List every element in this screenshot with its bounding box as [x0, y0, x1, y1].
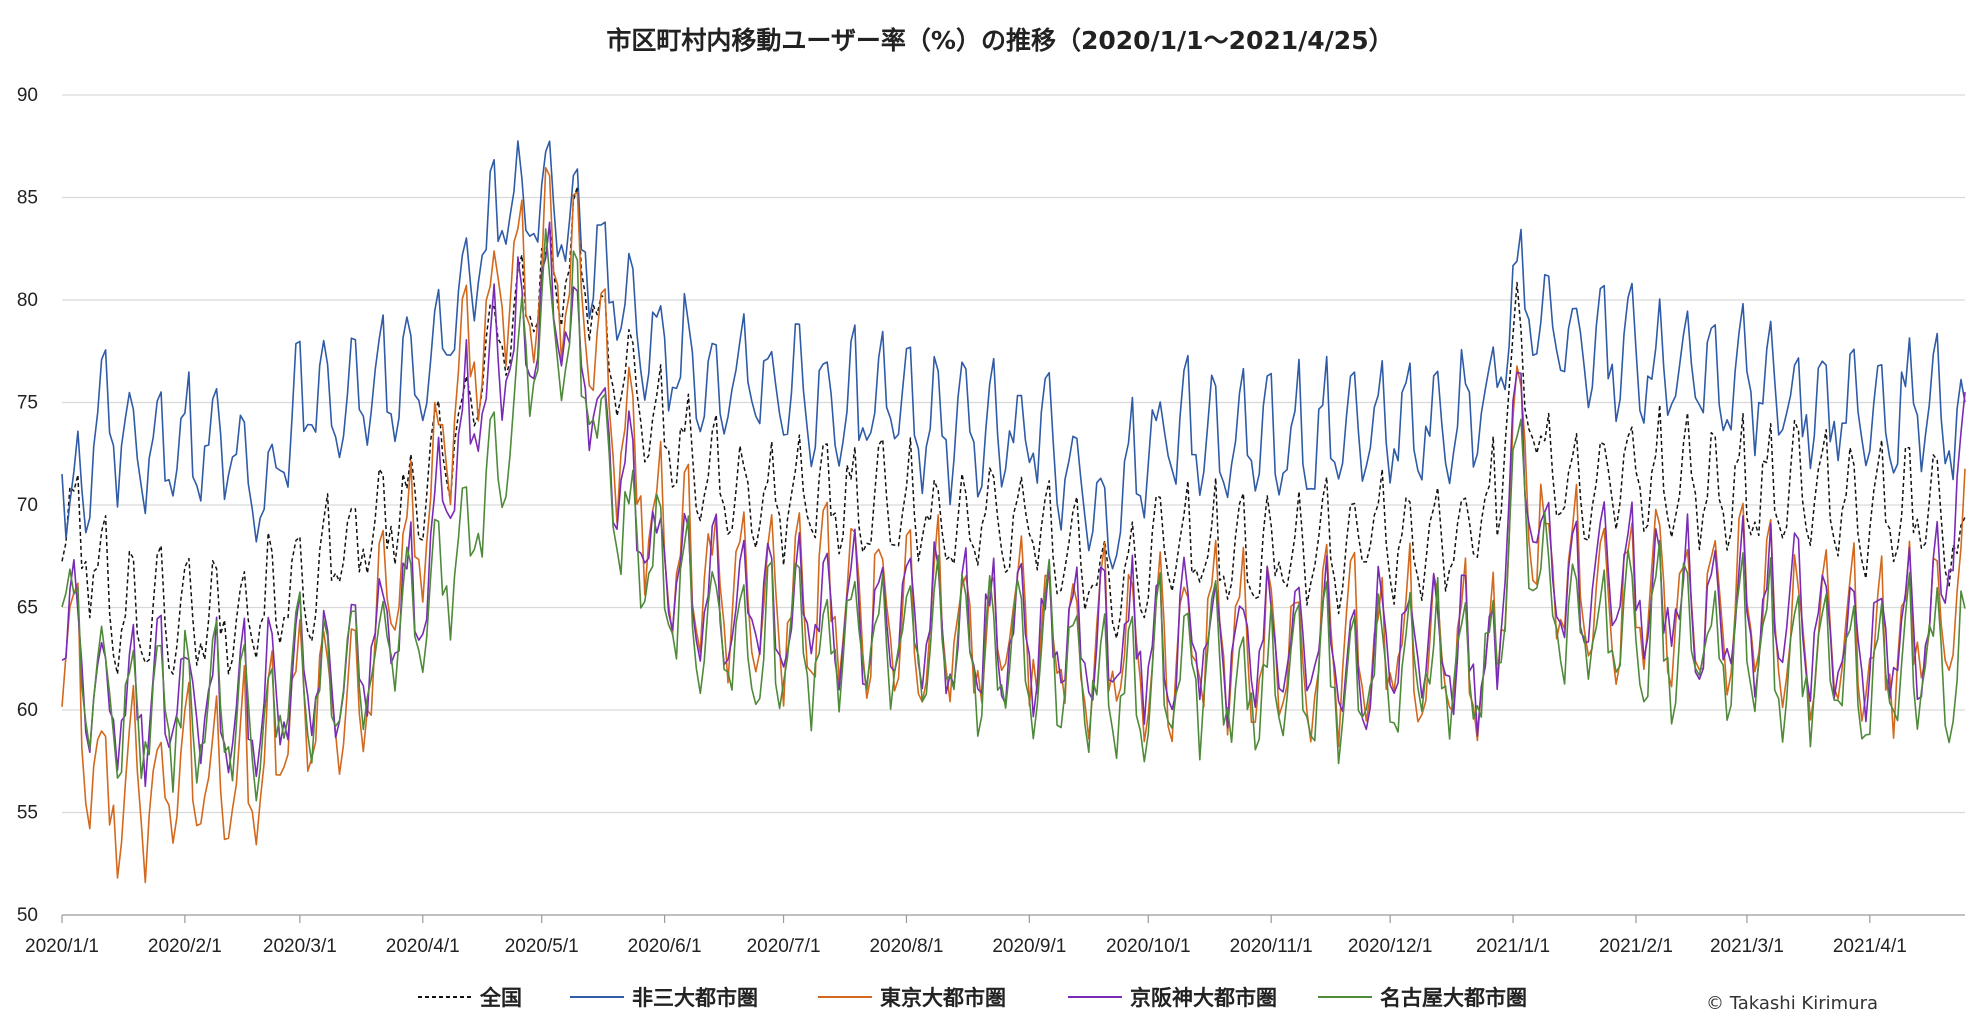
x-tick-label: 2020/7/1 — [747, 936, 821, 957]
x-tick-label: 2020/6/1 — [628, 936, 702, 957]
x-axis: 2020/1/1 2020/2/1 2020/3/1 2020/4/1 2020/5/1… — [25, 915, 1907, 957]
legend-label: 東京大都市圏 — [880, 986, 1006, 1010]
x-tick-label: 2020/1/1 — [25, 936, 99, 957]
legend-label: 京阪神大都市圏 — [1130, 986, 1277, 1010]
x-tick-label: 2021/3/1 — [1710, 936, 1784, 957]
series-lines — [61, 140, 1966, 884]
series-line-2 — [61, 166, 1966, 884]
x-tick-label: 2020/12/1 — [1348, 936, 1433, 957]
series-line-1 — [61, 140, 1966, 570]
x-tick-label: 2020/5/1 — [505, 936, 579, 957]
credit-text: © Takashi Kirimura — [1706, 993, 1878, 1014]
x-tick-label: 2020/2/1 — [148, 936, 222, 957]
y-tick-label: 85 — [17, 188, 38, 209]
x-tick-label: 2021/4/1 — [1833, 936, 1907, 957]
chart-title: 市区町村内移動ユーザー率（%）の推移（2020/1/1～2021/4/25） — [606, 26, 1393, 55]
series-line-4 — [61, 228, 1966, 802]
x-tick-label: 2020/8/1 — [869, 936, 943, 957]
y-tick-label: 65 — [17, 598, 38, 619]
x-tick-label: 2020/9/1 — [992, 936, 1066, 957]
y-tick-label: 60 — [17, 700, 38, 721]
series-line-0 — [61, 185, 1966, 675]
legend-label: 名古屋大都市圏 — [1380, 986, 1527, 1010]
x-tick-label: 2021/2/1 — [1599, 936, 1673, 957]
legend-label: 非三大都市圏 — [632, 986, 758, 1010]
y-tick-label: 75 — [17, 393, 38, 414]
x-tick-label: 2020/11/1 — [1230, 936, 1313, 957]
y-tick-label: 80 — [17, 290, 38, 311]
y-gridlines — [62, 94, 1965, 916]
x-tick-label: 2020/3/1 — [263, 936, 337, 957]
series-line-3 — [61, 221, 1966, 788]
y-axis-tick-labels: 50 55 60 65 70 75 80 85 90 — [17, 85, 38, 926]
x-tick-label: 2021/1/1 — [1476, 936, 1550, 957]
x-tick-label: 2020/4/1 — [386, 936, 460, 957]
y-tick-label: 70 — [17, 495, 38, 516]
y-tick-label: 55 — [17, 803, 38, 824]
y-tick-label: 90 — [17, 85, 38, 106]
legend-label: 全国 — [479, 986, 522, 1010]
y-tick-label: 50 — [17, 905, 38, 926]
legend: 全国 非三大都市圏 東京大都市圏 京阪神大都市圏 名古屋大都市圏 — [418, 986, 1527, 1010]
x-tick-label: 2020/10/1 — [1106, 936, 1191, 957]
